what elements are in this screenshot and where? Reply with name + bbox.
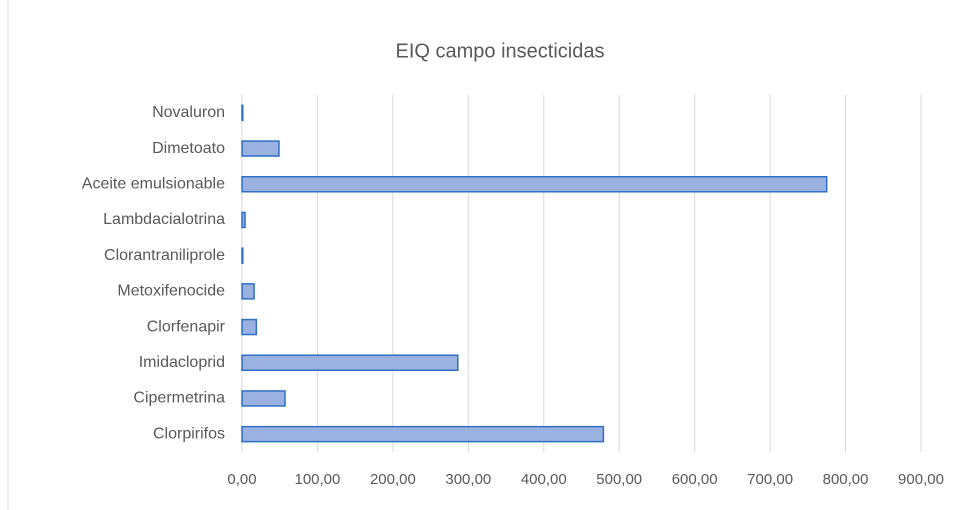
x-tick-label: 800,00: [823, 471, 869, 488]
bar: [241, 140, 280, 157]
y-tick-label: Dimetoato: [152, 140, 225, 157]
y-tick-label: Cipermetrina: [133, 390, 225, 407]
y-tick-label: Imidacloprid: [139, 354, 225, 371]
y-tick-label: Clorfenapir: [147, 318, 226, 335]
bar: [241, 425, 605, 443]
y-tick-label: Clorantraniliprole: [104, 247, 225, 264]
x-tick-label: 600,00: [672, 471, 718, 488]
y-tick-label: Novaluron: [152, 104, 225, 121]
y-tick-label: Lambdacialotrina: [103, 211, 225, 228]
y-tick-label: Aceite emulsionable: [82, 175, 225, 192]
bar: [241, 390, 286, 407]
y-tick-label: Clorpirifos: [153, 425, 225, 442]
bar: [241, 176, 828, 193]
x-tick-label: 100,00: [294, 471, 340, 488]
y-tick-label: Metoxifenocide: [117, 283, 225, 300]
bar: [241, 247, 244, 264]
x-tick-label: 0,00: [227, 471, 256, 488]
x-tick-label: 300,00: [445, 471, 491, 488]
bar: [241, 283, 255, 300]
x-tick-label: 500,00: [596, 471, 642, 488]
x-tick-label: 200,00: [370, 471, 416, 488]
x-tick-label: 900,00: [898, 471, 944, 488]
bar: [241, 104, 244, 122]
bar: [241, 211, 246, 229]
x-tick-label: 700,00: [747, 471, 793, 488]
chart-title: EIQ campo insecticidas: [396, 40, 605, 62]
x-tick-label: 400,00: [521, 471, 567, 488]
bar: [241, 354, 459, 371]
bar: [241, 318, 258, 336]
